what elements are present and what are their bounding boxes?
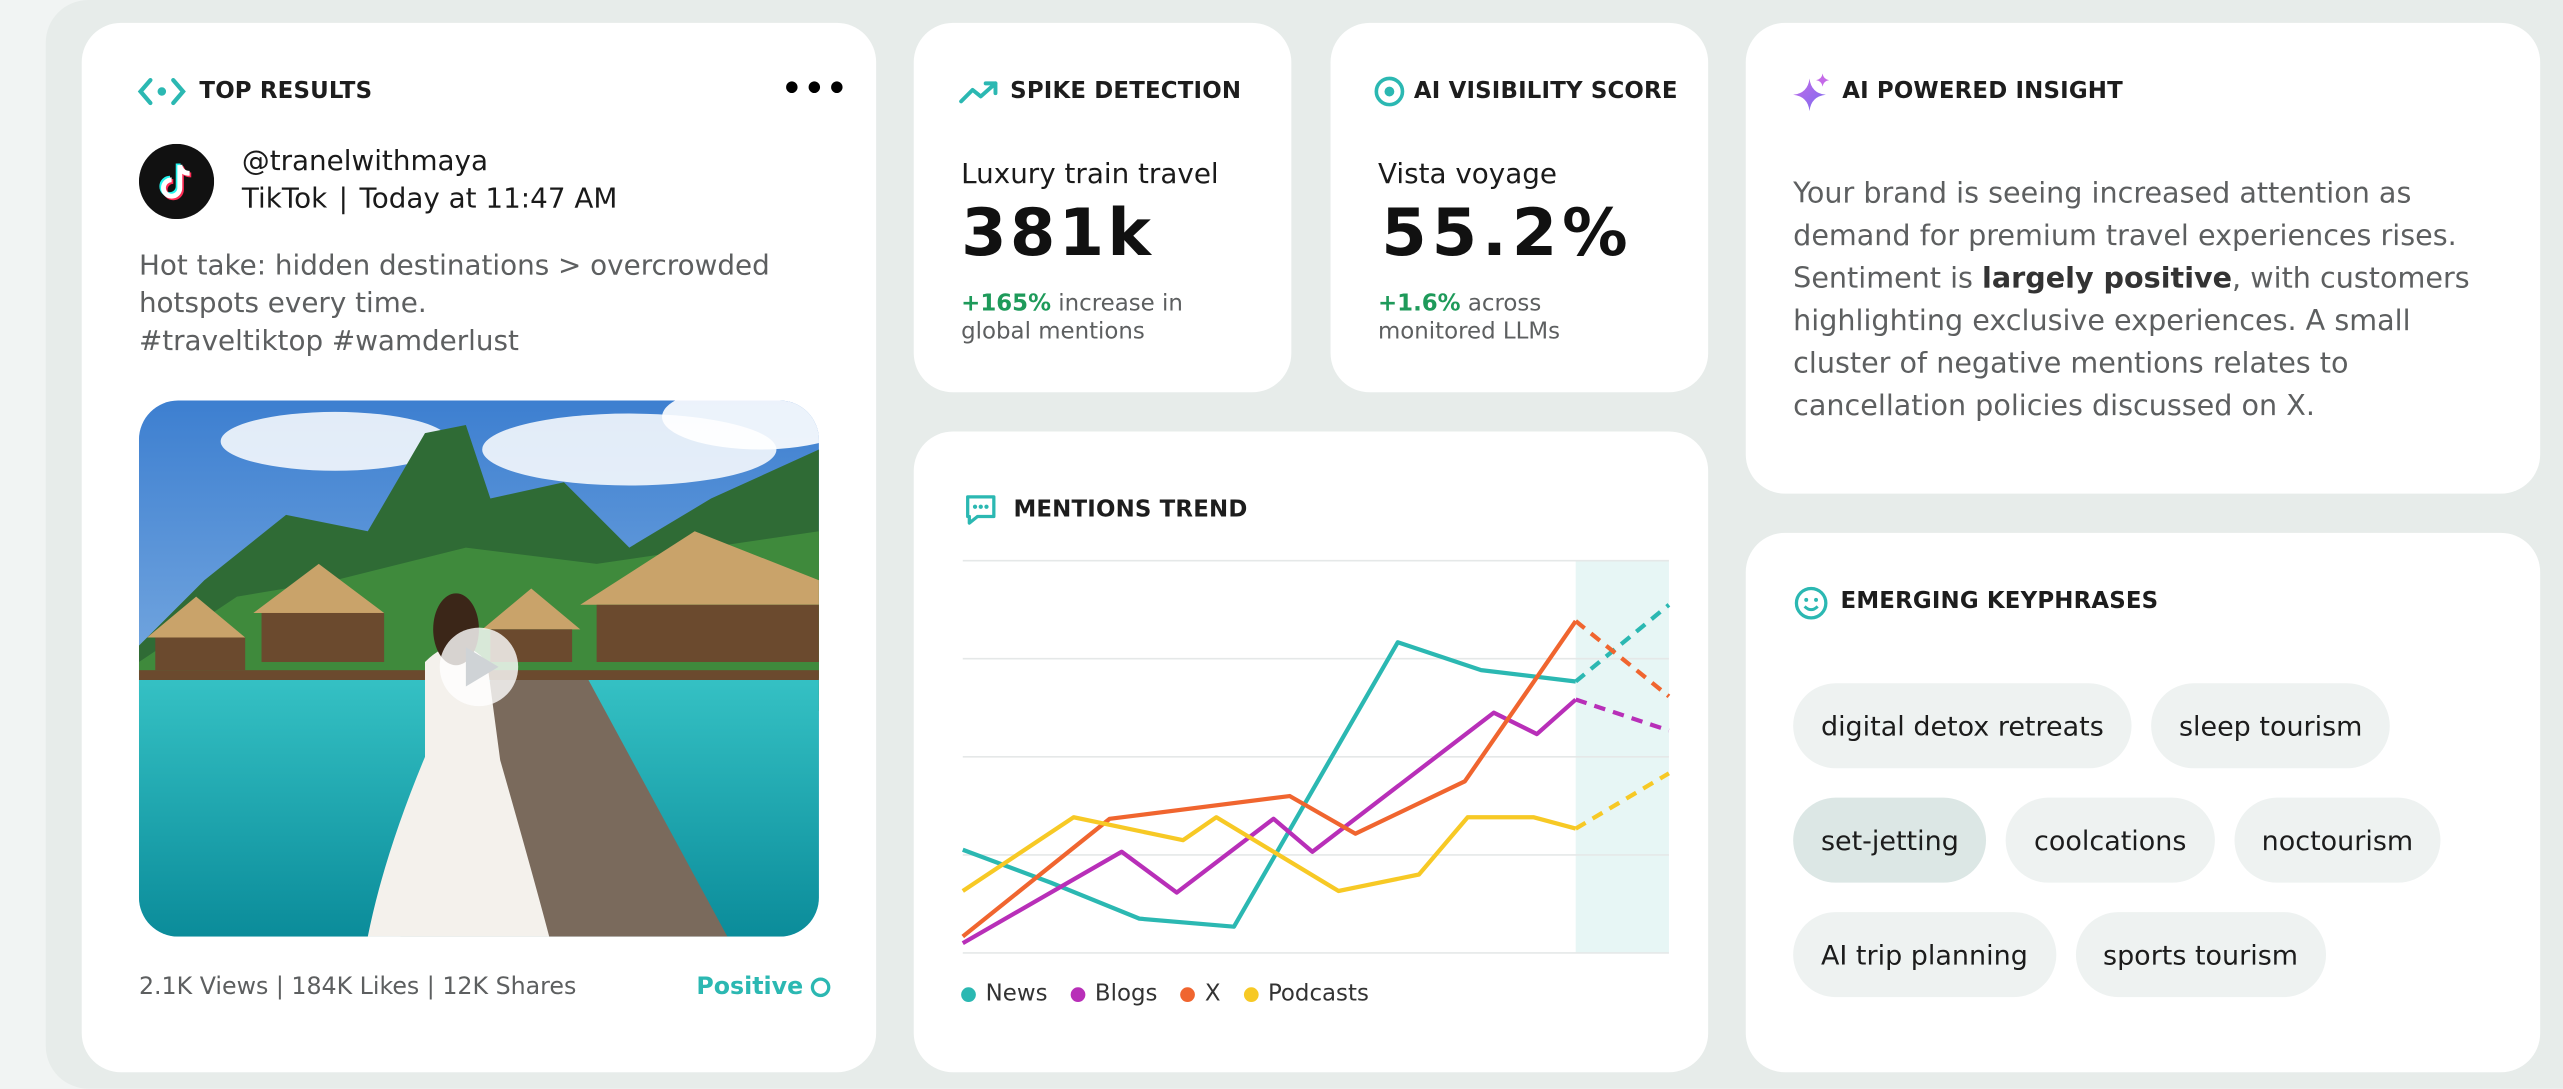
visibility-card: AI VISIBILITY SCORE Vista voyage 55.2% +… [1330,22,1709,393]
change: +165% [961,290,1052,318]
legend-item: Blogs [1070,981,1157,1007]
more-menu[interactable]: ••• [781,68,849,108]
card-title: EMERGING KEYPHRASES [1840,588,2159,615]
metric: 381k [961,196,1155,272]
hashtags: #traveltiktop #wamderlust [138,325,519,358]
avatar [138,143,215,220]
legend: News Blogs X Podcasts [961,981,1392,1007]
series-line [962,640,1576,929]
legend-label: Blogs [1094,980,1158,1007]
legend-dot [1180,986,1196,1002]
legend-label: Podcasts [1267,980,1369,1007]
legend-item: X [1180,980,1221,1007]
forecast-line [1574,603,1671,684]
platform: TikTok [241,183,328,216]
forecast-line [1574,619,1671,699]
trend-icon [959,81,998,104]
forecast-line [1575,697,1670,733]
legend-label: News [985,980,1048,1007]
card-title: SPIKE DETECTION [1010,78,1242,105]
post-image[interactable] [138,400,819,937]
keyphrase-chip[interactable]: set-jetting [1793,797,1987,883]
post-meta: TikTok | Today at 11:47 AM [242,183,617,216]
chart-title: MENTIONS TREND [1013,496,1248,524]
series-line [961,815,1577,894]
chat-icon [966,495,996,525]
topic: Vista voyage [1377,158,1557,192]
legend-dot [1243,986,1259,1002]
chart [961,559,1671,954]
legend-item: Podcasts [1243,980,1369,1007]
series-line [961,697,1578,946]
text: , with customers highlighting exclusive … [1793,263,2470,424]
keyphrases-card: EMERGING KEYPHRASES digital detox retrea… [1745,532,2541,1073]
change-text: across monitored LLMs [1377,290,1561,345]
legend-label: X [1204,980,1221,1007]
card-title: TOP RESULTS [199,78,373,105]
emphasis: largely positive [1982,263,2233,296]
mentions-card: MENTIONS TREND News Blogs X Podcasts [913,431,1709,1073]
legend-item: News [961,980,1048,1007]
card-title: AI POWERED INSIGHT [1842,78,2123,105]
chip-list: digital detox retreats sleep tourism set-j… [1793,683,2496,998]
post-stats: 2.1K Views | 184K Likes | 12K Shares [138,974,577,1001]
post-text-block: Hot take: hidden destinations > overcrow… [139,248,785,361]
smile-icon [1794,586,1828,620]
change: +1.6% [1377,290,1461,318]
keyphrase-chip[interactable]: sleep tourism [2151,683,2391,769]
legend-dot [961,986,976,1002]
keyphrase-chip[interactable]: AI trip planning [1793,912,2056,998]
insight-text: Your brand is seeing increased attention… [1793,173,2488,428]
keyphrase-chip[interactable]: noctourism [2233,797,2441,883]
text: Your brand is seeing increased attention… [1793,178,2457,296]
sentiment-badge: Positive [696,974,832,1001]
card-title: AI VISIBILITY SCORE [1413,78,1678,105]
series-line [961,619,1578,939]
change-block: +1.6% across monitored LLMs [1378,291,1623,347]
insight-card: AI POWERED INSIGHT Your brand is seeing … [1745,22,2541,494]
top-results-card: TOP RESULTS ••• @tranelwithmaya TikTok | T… [81,22,877,1073]
code-icon [137,77,186,106]
spike-card: SPIKE DETECTION Luxury train travel 381k… [913,22,1292,393]
sparkle-icon [1793,73,1830,112]
change-block: +165% increase in global mentions [961,291,1206,347]
post-time: Today at 11:47 AM [359,183,618,216]
keyphrase-chip[interactable]: digital detox retreats [1793,683,2132,769]
sentiment: Positive [696,974,804,1001]
topic: Luxury train travel [961,158,1219,192]
legend-dot [1070,986,1086,1002]
handle: @tranelwithmaya [241,145,489,179]
metric: 55.2% [1381,196,1633,272]
keyphrase-chip[interactable]: sports tourism [2075,912,2326,998]
target-icon [1374,76,1405,107]
post-text: Hot take: hidden destinations > overcrow… [138,250,770,321]
separator: | [338,183,349,216]
sentiment-ring [811,977,832,998]
keyphrase-chip[interactable]: coolcations [2006,797,2215,883]
change-text: increase in global mentions [961,290,1183,345]
